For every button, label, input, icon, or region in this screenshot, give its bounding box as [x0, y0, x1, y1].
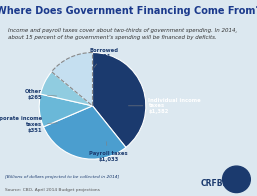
- Text: Payroll taxes
$1,033: Payroll taxes $1,033: [89, 142, 128, 162]
- Text: Where Does Government Financing Come From?: Where Does Government Financing Come Fro…: [0, 6, 257, 16]
- Text: Source: CBO, April 2014 Budget projections: Source: CBO, April 2014 Budget projectio…: [5, 188, 100, 192]
- Wedge shape: [39, 94, 93, 127]
- Wedge shape: [43, 106, 126, 159]
- Wedge shape: [93, 53, 146, 147]
- Text: Income and payroll taxes cover about two-thirds of government spending. In 2014,: Income and payroll taxes cover about two…: [8, 28, 237, 40]
- Text: Corporate income
taxes
$351: Corporate income taxes $351: [0, 116, 58, 133]
- Text: [Billions of dollars projected to be collected in 2014]: [Billions of dollars projected to be col…: [5, 175, 120, 179]
- Wedge shape: [52, 53, 93, 106]
- Circle shape: [223, 166, 250, 192]
- Text: Other
$265: Other $265: [25, 89, 57, 100]
- Text: Borrowed
$491: Borrowed $491: [90, 48, 119, 67]
- Wedge shape: [41, 72, 93, 106]
- Text: CRFB.org: CRFB.org: [200, 179, 241, 188]
- Text: Individual income
taxes
$1,382: Individual income taxes $1,382: [128, 98, 201, 114]
